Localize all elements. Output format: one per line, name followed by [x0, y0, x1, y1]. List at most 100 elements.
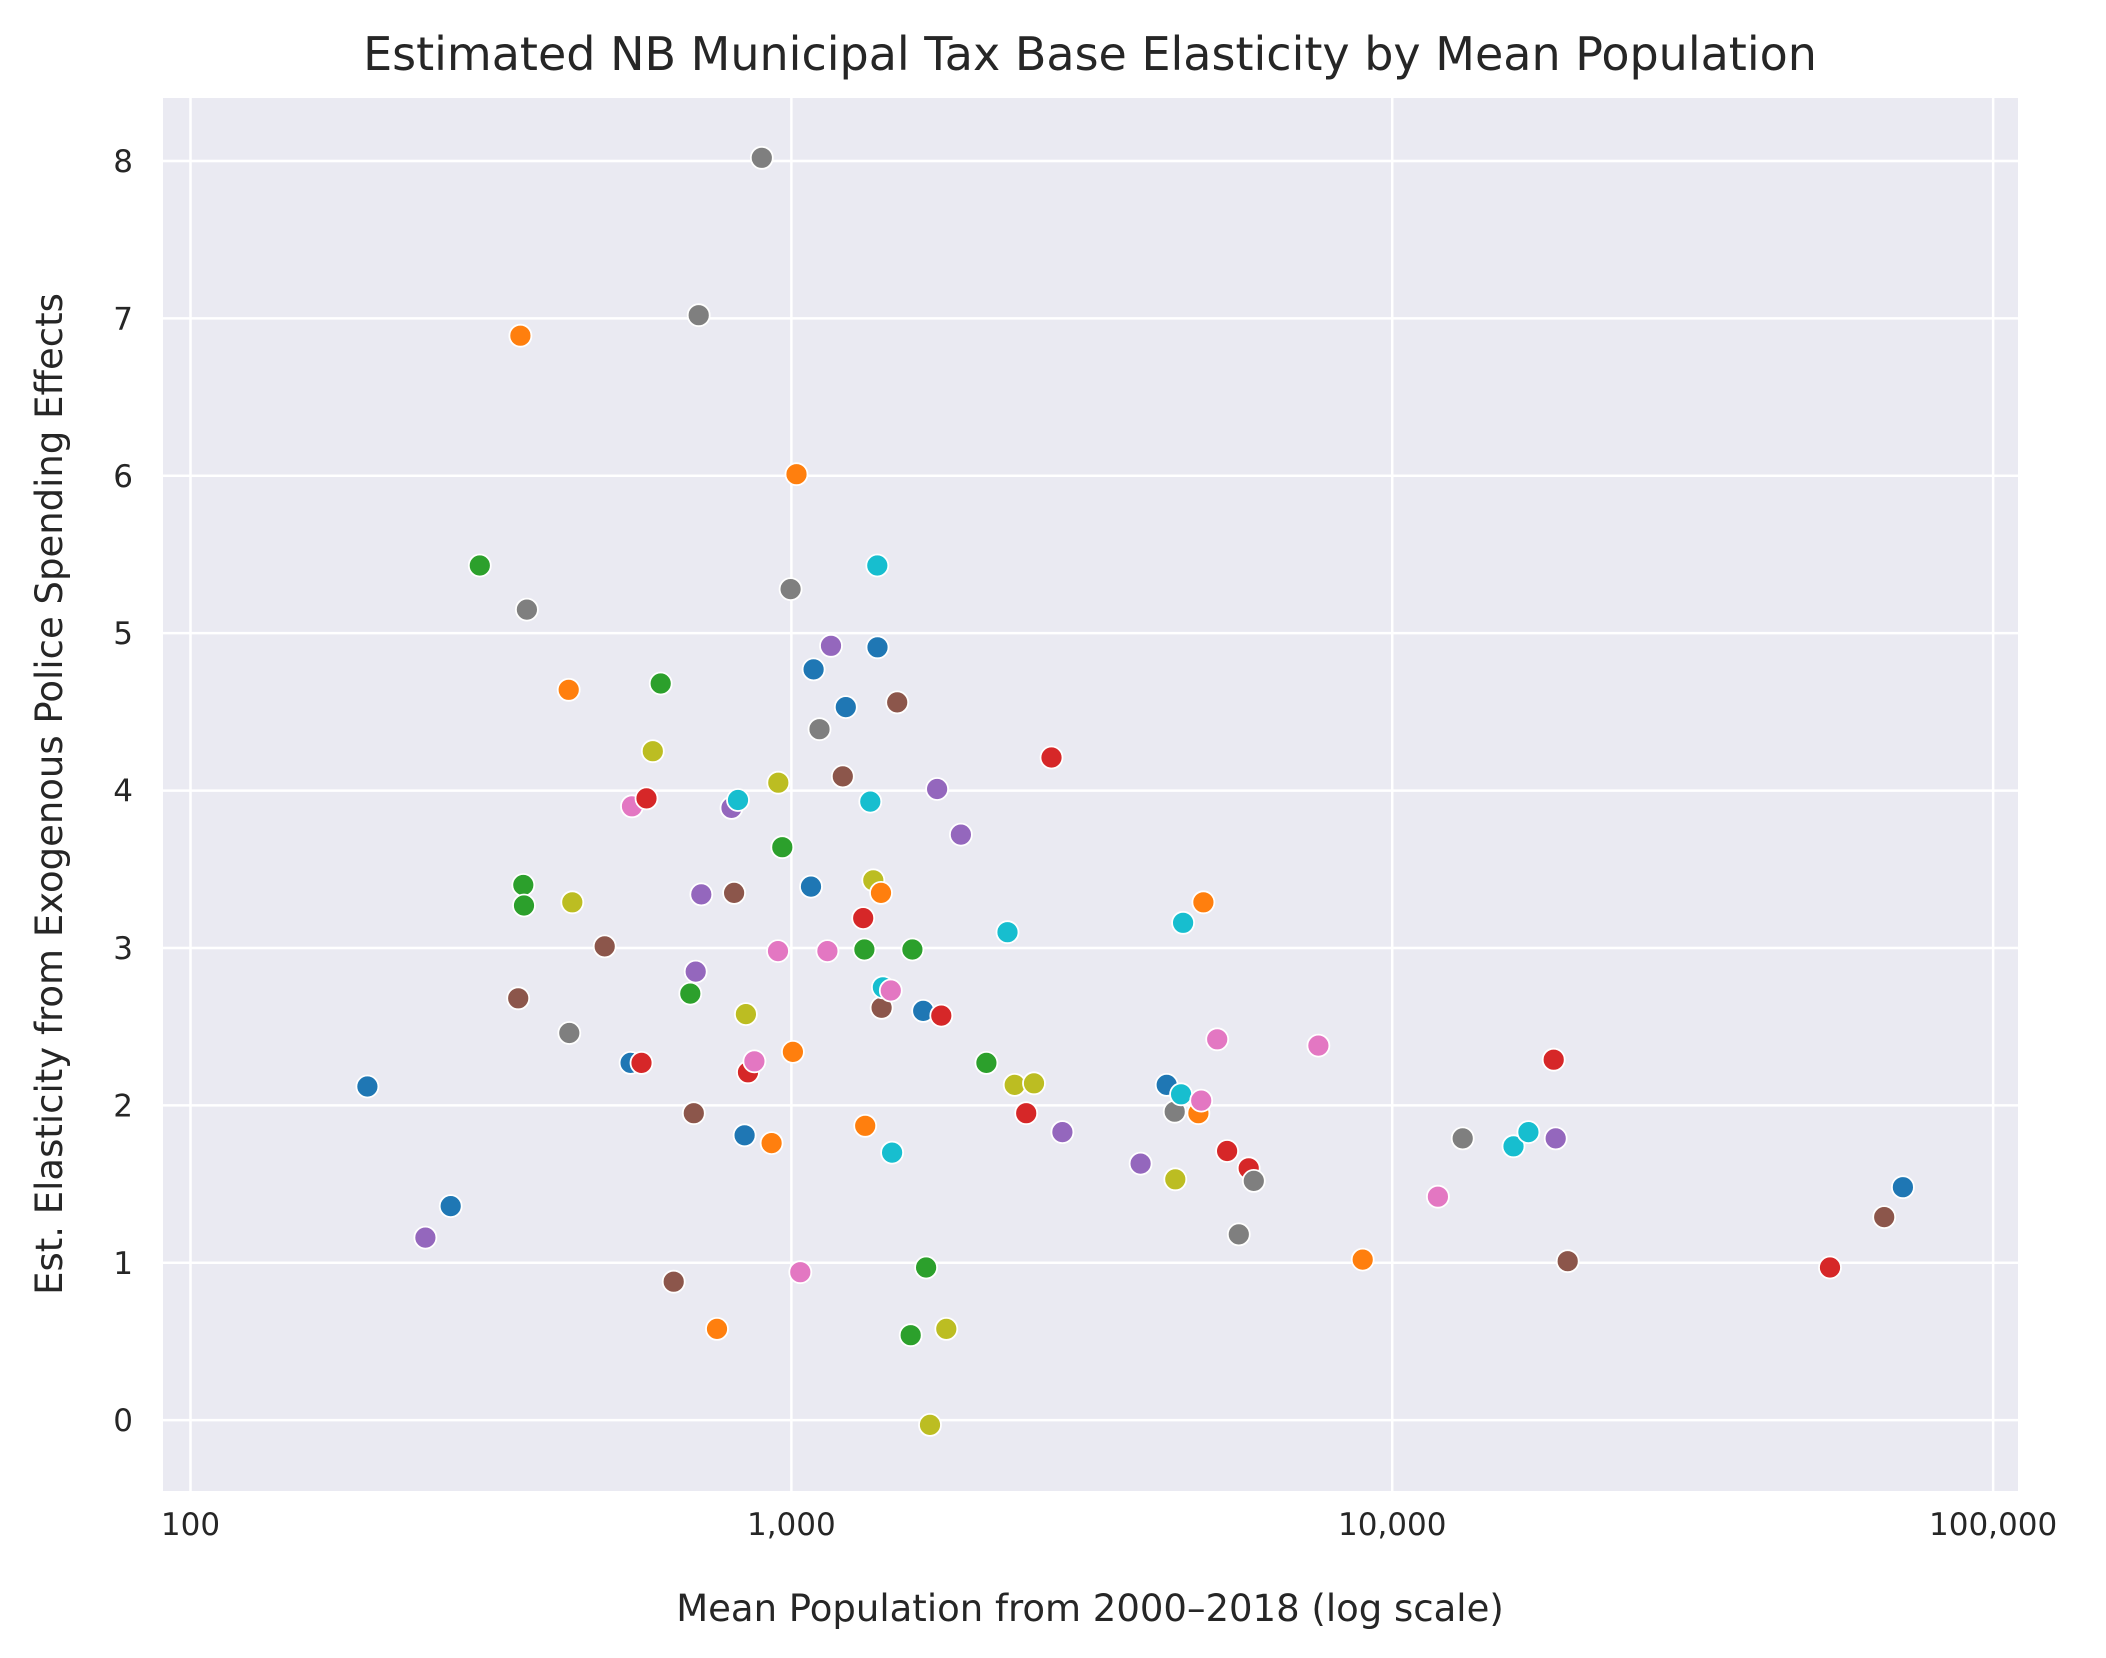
data-point [801, 657, 826, 682]
x-axis-label: Mean Population from 2000–2018 (log scal… [676, 1587, 1504, 1630]
data-point [511, 873, 536, 897]
data-point [766, 939, 790, 963]
data-point [778, 577, 803, 601]
data-point [1555, 1249, 1580, 1274]
data-point [799, 874, 823, 899]
data-point [681, 1101, 706, 1126]
data-point [557, 1021, 582, 1045]
data-point [556, 677, 581, 702]
data-point [885, 690, 910, 715]
data-point [1501, 1134, 1526, 1159]
data-point [1128, 1151, 1153, 1176]
data-point [1241, 1169, 1266, 1193]
data-point [1450, 1126, 1475, 1151]
data-point [1543, 1126, 1568, 1151]
data-point [858, 789, 883, 814]
data-point [995, 920, 1020, 945]
data-point [914, 1255, 938, 1280]
data-point [734, 1002, 758, 1026]
y-axis-label: Est. Elasticity from Exogenous Police Sp… [28, 293, 71, 1295]
data-point [853, 1113, 878, 1138]
y-tick-label: 1 [113, 1246, 133, 1282]
data-point [934, 1317, 959, 1341]
y-tick-label: 4 [113, 774, 133, 810]
data-point [515, 597, 539, 622]
data-point [1516, 1120, 1541, 1144]
data-point [1872, 1205, 1897, 1229]
data-point [705, 1317, 729, 1341]
data-point [819, 633, 843, 658]
data-point [878, 978, 903, 1003]
data-point [1205, 1027, 1230, 1052]
data-point [1891, 1175, 1915, 1200]
data-point [1022, 1071, 1046, 1096]
data-points [355, 145, 1915, 1437]
x-tick-label: 100,000 [1929, 1507, 2057, 1543]
data-point [629, 1051, 654, 1075]
data-point [974, 1051, 999, 1075]
data-point [512, 893, 536, 918]
y-tick-label: 8 [113, 144, 133, 180]
data-point [355, 1074, 380, 1099]
data-point [506, 986, 531, 1011]
x-tick-label: 10,000 [1338, 1507, 1446, 1543]
data-point [1050, 1120, 1075, 1144]
data-point [1014, 1101, 1039, 1126]
data-point [1350, 1247, 1375, 1272]
y-tick-label: 2 [113, 1088, 133, 1124]
x-tick-label: 1,000 [747, 1507, 836, 1543]
data-point [722, 881, 746, 905]
data-point [1171, 910, 1195, 935]
data-point [683, 959, 708, 984]
data-point [661, 1269, 686, 1294]
data-point [815, 939, 840, 963]
data-point [880, 1140, 904, 1165]
data-point [1191, 890, 1216, 915]
data-point [726, 788, 750, 812]
data-point [1541, 1047, 1566, 1072]
data-point [742, 1049, 767, 1074]
data-point [918, 1413, 942, 1437]
data-point [925, 777, 949, 801]
data-point [770, 835, 795, 860]
axis-ticks: 100 1,000 10,000 100,000 0 1 2 3 4 5 6 7 8 [113, 144, 2057, 1543]
data-point [949, 822, 973, 847]
data-point [438, 1194, 463, 1218]
data-point [1215, 1139, 1239, 1163]
data-point [1189, 1088, 1214, 1113]
data-point [1226, 1222, 1251, 1247]
grid-lines [163, 98, 2018, 1491]
data-point [678, 981, 703, 1006]
data-point [852, 937, 877, 962]
data-point [929, 1003, 954, 1028]
data-point [807, 717, 832, 742]
data-point [830, 764, 855, 789]
data-point [865, 635, 890, 660]
data-point [865, 553, 890, 578]
data-point [1039, 745, 1064, 770]
data-point [640, 739, 665, 764]
data-point [689, 882, 714, 907]
y-tick-label: 5 [113, 616, 133, 652]
data-point [1818, 1255, 1842, 1280]
data-point [508, 323, 533, 348]
data-point [869, 881, 893, 905]
chart-title: Estimated NB Municipal Tax Base Elastici… [363, 27, 1817, 81]
data-point [781, 1040, 805, 1064]
data-point [732, 1123, 757, 1148]
data-point [749, 145, 774, 170]
data-point [833, 695, 858, 719]
data-point [788, 1260, 813, 1285]
data-point [1306, 1033, 1331, 1058]
data-point [413, 1225, 438, 1250]
y-tick-label: 0 [113, 1403, 133, 1439]
data-point [1163, 1167, 1188, 1192]
data-point [1169, 1082, 1193, 1107]
y-tick-label: 3 [113, 931, 133, 967]
data-point [648, 671, 673, 696]
x-tick-label: 100 [161, 1507, 220, 1543]
data-point [784, 462, 809, 487]
data-point [766, 770, 791, 795]
data-point [851, 906, 876, 930]
